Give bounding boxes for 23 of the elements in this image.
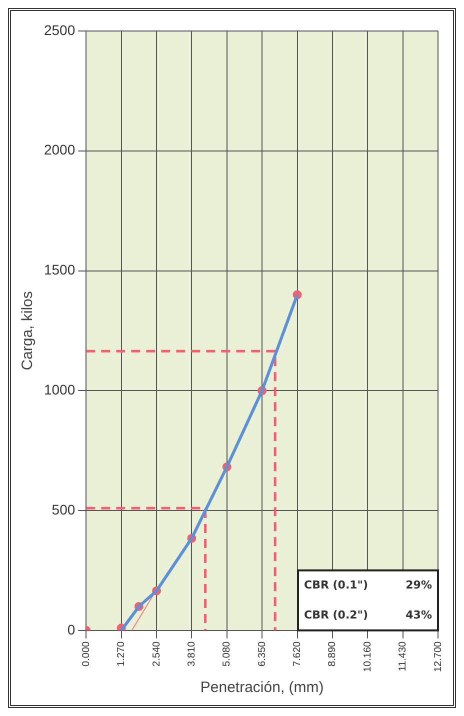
y-tick-label: 500 <box>52 501 76 518</box>
x-axis-title: Penetración, (mm) <box>200 679 324 696</box>
x-tick-label: 6.350 <box>256 640 268 666</box>
y-tick-label: 0 <box>67 621 76 638</box>
annotation: 43% <box>406 608 432 622</box>
x-tick-label: 8.890 <box>327 640 338 666</box>
x-tick-label: 0.000 <box>80 640 92 666</box>
y-tick-label: 2500 <box>44 22 76 38</box>
x-tick-label: 2.540 <box>151 640 162 666</box>
x-tick-label: 11.430 <box>398 640 409 672</box>
x-tick-label: 3.810 <box>186 640 198 666</box>
y-tick-label: 1500 <box>44 262 76 278</box>
x-tick-label: 5.080 <box>222 640 233 666</box>
y-tick-label: 1000 <box>44 382 76 398</box>
annotation: CBR (0.1") <box>304 578 368 592</box>
x-tick-label: 12.700 <box>432 640 444 672</box>
y-axis-title: Carga, kilos <box>19 291 36 370</box>
x-tick-label: 10.160 <box>362 640 374 672</box>
x-tick-label: 7.620 <box>292 640 304 666</box>
y-tick-label: 2000 <box>44 142 76 158</box>
annotation: CBR (0.2") <box>304 608 368 622</box>
annotation: 29% <box>406 578 432 592</box>
x-tick-label: 1.270 <box>116 640 128 666</box>
